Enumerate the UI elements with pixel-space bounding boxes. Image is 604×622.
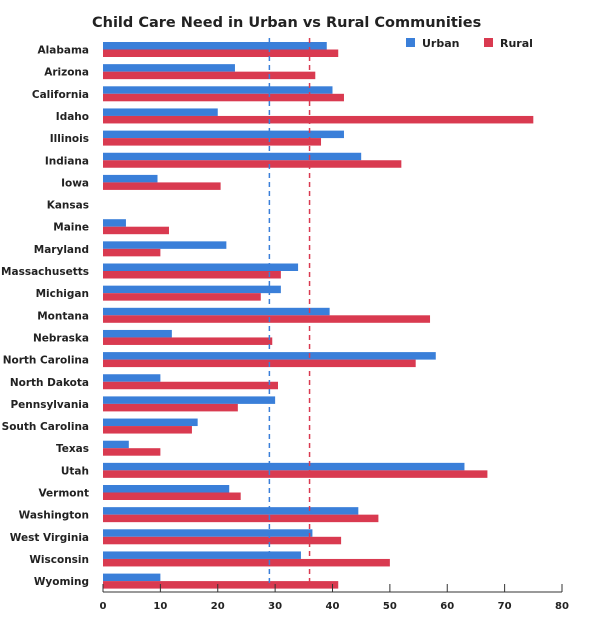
bar-rural-west-virginia [103, 536, 342, 545]
x-tick-label-20: 20 [211, 601, 225, 612]
x-tick-label-40: 40 [326, 601, 340, 612]
category-label-north-dakota: North Dakota [10, 377, 89, 389]
bar-urban-iowa [103, 174, 158, 183]
category-label-south-carolina: South Carolina [2, 421, 89, 433]
legend-label-urban: Urban [422, 37, 460, 50]
bar-urban-michigan [103, 285, 281, 294]
bar-rural-massachusetts [103, 271, 281, 279]
bar-urban-maine [103, 219, 126, 227]
bar-rural-washington [103, 514, 379, 523]
bar-rural-california [103, 93, 344, 102]
x-tick-label-30: 30 [268, 601, 282, 612]
bar-urban-vermont [103, 485, 230, 493]
category-label-nebraska: Nebraska [33, 332, 89, 344]
bar-urban-washington [103, 507, 359, 515]
bar-urban-illinois [103, 130, 344, 139]
category-label-utah: Utah [61, 465, 89, 477]
x-tick-label-10: 10 [153, 601, 167, 612]
bar-rural-michigan [103, 293, 261, 301]
bar-rural-texas [103, 448, 161, 456]
legend: Urban Rural [406, 37, 533, 50]
category-label-washington: Washington [19, 510, 89, 522]
category-label-kansas: Kansas [47, 200, 89, 212]
bar-rural-indiana [103, 160, 402, 168]
bar-rural-iowa [103, 182, 221, 190]
x-axis: 0 10 20 30 40 50 60 70 80 [100, 584, 569, 612]
bar-urban-wisconsin [103, 551, 301, 559]
bar-rural-maryland [103, 248, 161, 257]
bar-rural-pennsylvania [103, 403, 238, 412]
bar-urban-texas [103, 440, 129, 449]
category-label-alabama: Alabama [38, 45, 89, 57]
bar-urban-idaho [103, 108, 218, 116]
bar-rural-north-dakota [103, 381, 278, 390]
category-label-massachusetts: Massachusetts [1, 266, 89, 278]
bar-urban-massachusetts [103, 263, 299, 271]
bar-urban-utah [103, 462, 465, 471]
bar-urban-north-dakota [103, 374, 161, 382]
bar-urban-arizona [103, 64, 235, 72]
x-tick-label-50: 50 [383, 601, 397, 612]
category-label-michigan: Michigan [36, 288, 89, 300]
category-label-wisconsin: Wisconsin [29, 554, 89, 566]
bar-urban-maryland [103, 241, 227, 249]
category-label-iowa: Iowa [61, 177, 89, 189]
category-label-texas: Texas [56, 443, 89, 455]
category-label-montana: Montana [37, 310, 89, 322]
reference-lines [268, 38, 311, 584]
bar-urban-south-carolina [103, 418, 198, 427]
bar-rural-montana [103, 315, 431, 323]
category-label-indiana: Indiana [45, 155, 89, 167]
bar-rural-nebraska [103, 337, 273, 345]
bar-rural-north-carolina [103, 359, 416, 368]
bar-urban-west-virginia [103, 529, 313, 537]
category-label-west-virginia: West Virginia [10, 532, 89, 544]
bar-urban-california [103, 86, 333, 94]
category-label-idaho: Idaho [56, 111, 89, 123]
category-label-maryland: Maryland [34, 244, 89, 256]
bar-urban-montana [103, 307, 330, 316]
bars [103, 42, 534, 589]
x-tick-label-80: 80 [555, 601, 569, 612]
chart-title: Child Care Need in Urban vs Rural Commun… [92, 15, 481, 31]
category-label-arizona: Arizona [44, 67, 89, 79]
legend-label-rural: Rural [500, 37, 533, 50]
bar-rural-illinois [103, 138, 322, 146]
category-label-illinois: Illinois [50, 133, 89, 145]
category-label-wyoming: Wyoming [34, 576, 89, 588]
bar-rural-maine [103, 226, 169, 235]
bar-rural-arizona [103, 71, 316, 80]
x-tick-label-70: 70 [498, 601, 512, 612]
category-label-maine: Maine [53, 222, 89, 234]
category-label-pennsylvania: Pennsylvania [10, 399, 89, 411]
category-labels: Alabama Arizona California Idaho Illinois Ind… [1, 45, 89, 589]
bar-rural-wisconsin [103, 558, 390, 567]
bar-urban-indiana [103, 152, 362, 161]
bar-rural-alabama [103, 49, 339, 57]
bar-rural-wyoming [103, 581, 339, 589]
bar-urban-pennsylvania [103, 396, 276, 404]
x-tick-label-0: 0 [100, 601, 107, 612]
category-label-vermont: Vermont [38, 488, 89, 500]
bar-rural-vermont [103, 492, 241, 500]
bar-urban-wyoming [103, 573, 161, 582]
bar-rural-utah [103, 470, 488, 478]
legend-swatch-urban [406, 38, 415, 47]
category-label-california: California [32, 89, 89, 101]
bar-urban-nebraska [103, 329, 172, 338]
bar-rural-south-carolina [103, 426, 192, 434]
bar-urban-alabama [103, 42, 327, 50]
category-label-north-carolina: North Carolina [3, 355, 89, 367]
bar-rural-idaho [103, 115, 534, 124]
legend-swatch-rural [484, 38, 493, 47]
x-tick-label-60: 60 [440, 601, 454, 612]
